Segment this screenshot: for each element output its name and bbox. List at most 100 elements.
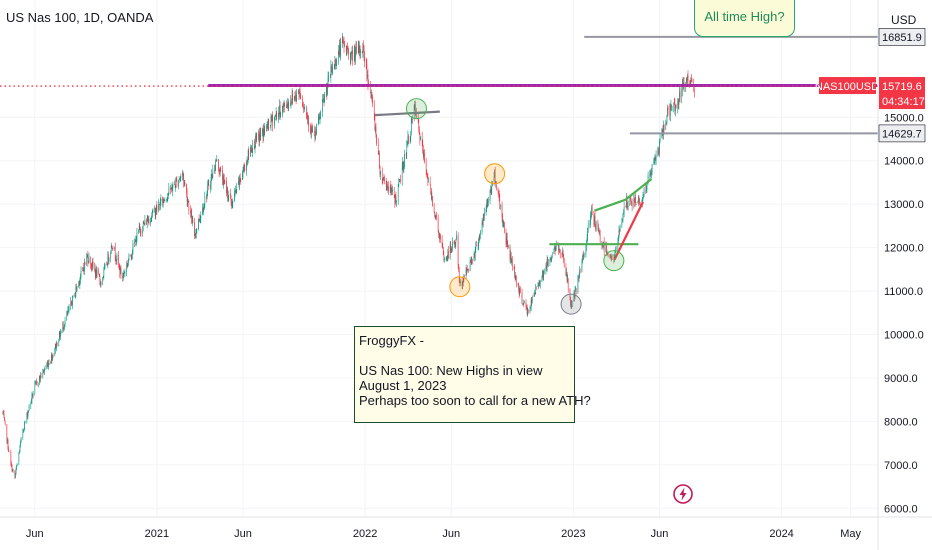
candle-body bbox=[20, 441, 21, 446]
candle-body bbox=[631, 201, 632, 203]
candle-body bbox=[224, 180, 226, 182]
candle-body bbox=[404, 154, 405, 167]
candle-body bbox=[226, 188, 228, 194]
candle-body bbox=[357, 45, 359, 48]
candle-body bbox=[402, 161, 404, 168]
candle-body bbox=[591, 207, 593, 215]
candle-body bbox=[19, 451, 20, 454]
candle-body bbox=[332, 67, 333, 71]
candle-body bbox=[561, 254, 563, 255]
candle-body bbox=[479, 234, 481, 240]
candle-body bbox=[76, 286, 78, 290]
currency-label[interactable]: USD bbox=[891, 13, 917, 27]
candle-body bbox=[545, 265, 547, 271]
candle-body bbox=[675, 105, 677, 108]
candle-body bbox=[338, 51, 340, 54]
ath-callout[interactable]: All time High? bbox=[694, 0, 795, 37]
candle-body bbox=[627, 205, 629, 208]
candle-body bbox=[270, 115, 272, 126]
candle-body bbox=[263, 128, 264, 138]
candle-body bbox=[424, 153, 425, 162]
candle-body bbox=[689, 80, 691, 83]
candle-body bbox=[112, 248, 114, 250]
candle-body bbox=[476, 245, 477, 246]
candle-body bbox=[599, 231, 600, 235]
candle-body bbox=[425, 161, 427, 170]
candle-body bbox=[326, 87, 328, 95]
candle-body bbox=[194, 233, 196, 236]
candle-body bbox=[138, 230, 139, 233]
candle-body bbox=[679, 91, 680, 101]
candle-body bbox=[244, 168, 246, 171]
candle-body bbox=[48, 362, 50, 365]
candle-body bbox=[4, 417, 5, 421]
candle-body bbox=[665, 122, 667, 130]
candle-body bbox=[458, 269, 460, 281]
candle-body bbox=[352, 50, 353, 61]
candle-body bbox=[674, 103, 676, 112]
candle-body bbox=[192, 219, 194, 223]
candle-body bbox=[383, 177, 384, 181]
candle-body bbox=[122, 273, 124, 278]
candle-body bbox=[283, 103, 285, 105]
candle-body bbox=[154, 208, 155, 210]
symbol-badge-text: NAS100USD bbox=[815, 81, 879, 93]
candle-body bbox=[603, 241, 605, 252]
candle-body bbox=[419, 128, 420, 134]
candle-body bbox=[64, 324, 65, 328]
candle-body bbox=[453, 241, 455, 243]
candle-body bbox=[119, 266, 121, 274]
candle-body bbox=[646, 182, 648, 190]
candle-body bbox=[27, 413, 28, 417]
candle-body bbox=[658, 151, 659, 153]
y-tick-label: 10000.0 bbox=[884, 330, 924, 342]
candle-body bbox=[323, 98, 325, 103]
candle-body bbox=[138, 225, 140, 231]
annotation-note[interactable]: FroggyFX - US Nas 100: New Highs in view… bbox=[354, 326, 591, 423]
candle-body bbox=[634, 199, 635, 202]
candle-body bbox=[64, 320, 66, 325]
candle-body bbox=[235, 190, 236, 192]
candle-body bbox=[264, 126, 266, 134]
candle-body bbox=[639, 202, 641, 205]
candle-body bbox=[654, 157, 656, 163]
candle-body bbox=[256, 134, 258, 139]
candle-body bbox=[132, 243, 134, 253]
candle-body bbox=[385, 180, 387, 188]
candle-body bbox=[226, 181, 227, 194]
candle-body bbox=[135, 239, 137, 245]
candle-body bbox=[242, 173, 243, 180]
candle-body bbox=[533, 295, 535, 297]
candle-body bbox=[433, 205, 435, 213]
candle-body bbox=[74, 295, 76, 297]
candle-body bbox=[470, 260, 471, 263]
candle-body bbox=[190, 210, 191, 213]
candle-body bbox=[621, 221, 623, 226]
candle-body bbox=[452, 241, 453, 249]
candle-body bbox=[522, 303, 523, 305]
candle-body bbox=[599, 234, 601, 242]
candle-body bbox=[99, 276, 101, 282]
candle-body bbox=[375, 127, 377, 136]
candle-body bbox=[662, 129, 663, 135]
lightning-bolt-icon[interactable] bbox=[672, 483, 694, 505]
candle-body bbox=[315, 131, 316, 139]
candle-body bbox=[387, 184, 388, 188]
candle-body bbox=[381, 171, 383, 180]
candle-body bbox=[215, 160, 216, 169]
candle-body bbox=[359, 45, 360, 53]
candle-body bbox=[83, 268, 85, 272]
candle-body bbox=[171, 188, 173, 192]
candle-body bbox=[300, 93, 301, 99]
candle-body bbox=[295, 95, 296, 99]
candle-body bbox=[503, 222, 505, 224]
candle-body bbox=[587, 228, 588, 238]
candle-body bbox=[613, 258, 615, 261]
candle-body bbox=[258, 135, 260, 142]
candle-body bbox=[116, 260, 117, 261]
candle-body bbox=[72, 295, 74, 296]
candle-body bbox=[427, 174, 428, 179]
candle-body bbox=[67, 310, 69, 314]
level-badge-text: 16851.9 bbox=[882, 32, 922, 44]
